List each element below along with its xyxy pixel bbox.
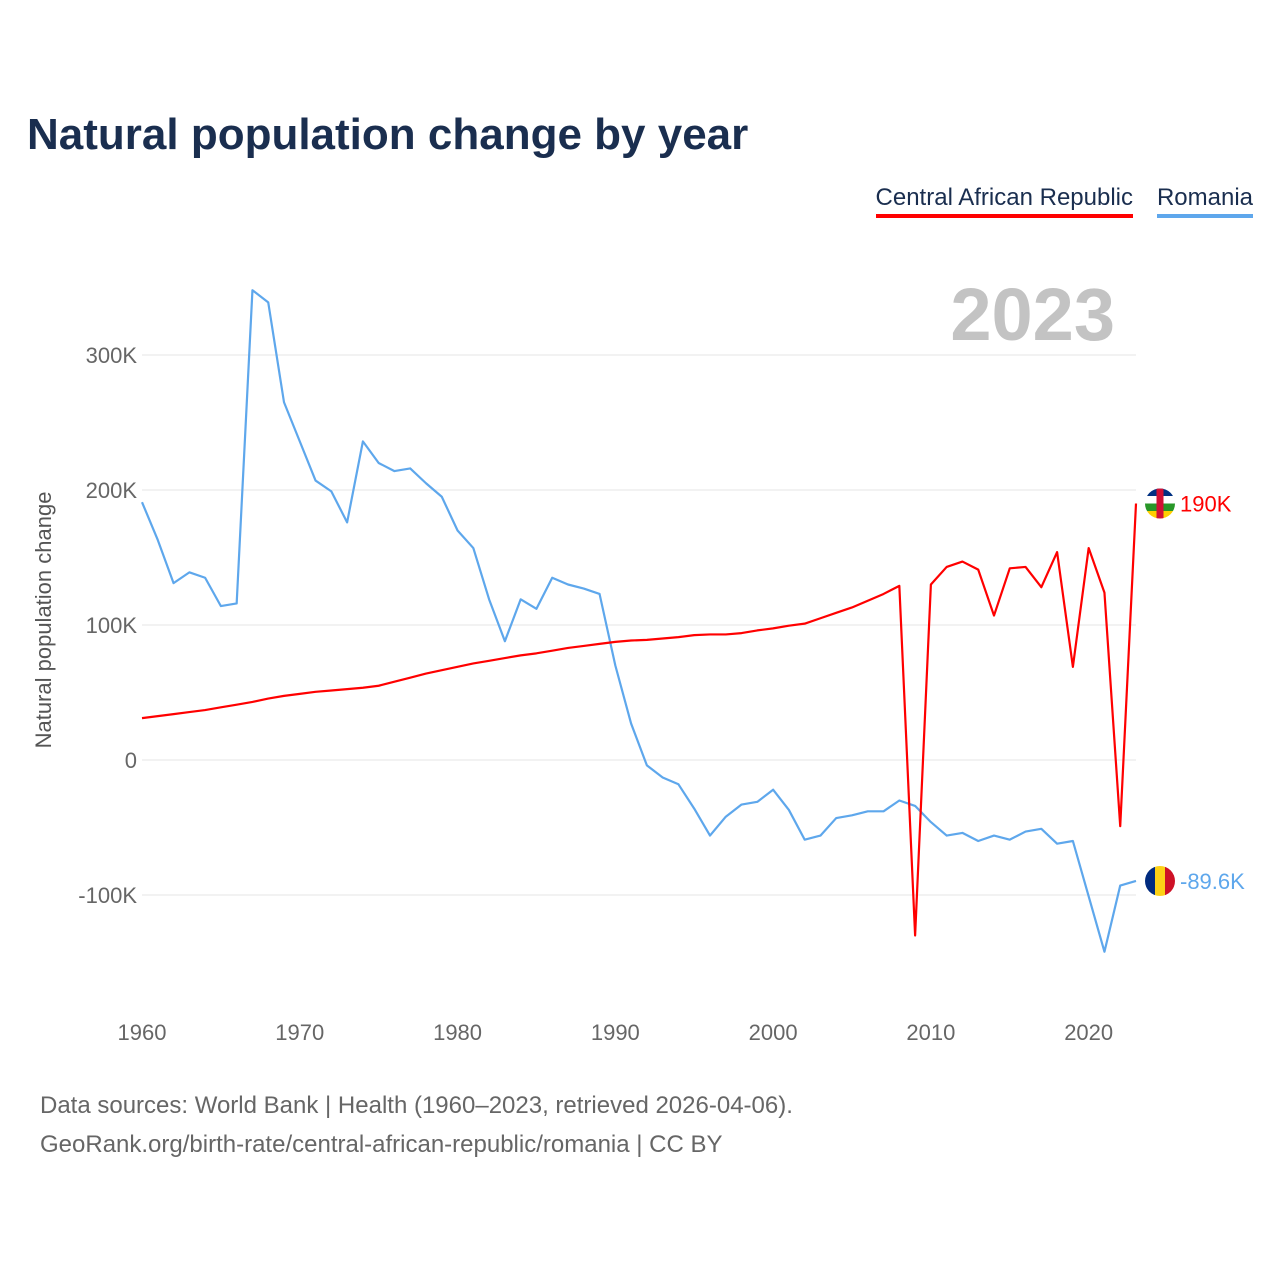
x-tick-label: 2020	[1064, 1020, 1113, 1045]
current-year-label: 2023	[950, 273, 1115, 356]
footer: Data sources: World Bank | Health (1960–…	[40, 1086, 793, 1164]
central-african-republic-flag-icon	[1145, 488, 1175, 519]
y-axis-label: Natural population change	[31, 492, 56, 749]
x-tick-label: 2000	[749, 1020, 798, 1045]
series-line-central-african-republic[interactable]	[141, 503, 1138, 937]
x-tick-label: 1980	[433, 1020, 482, 1045]
footer-link[interactable]: GeoRank.org/birth-rate/central-african-r…	[40, 1131, 723, 1158]
chart-title: Natural population change by year	[27, 110, 749, 159]
x-tick-label: 1970	[275, 1020, 324, 1045]
y-tick-label: 0	[125, 748, 137, 773]
x-tick-label: 1990	[591, 1020, 640, 1045]
legend-item-romania[interactable]: Romania	[1156, 184, 1253, 218]
end-value-label: -89.6K	[1180, 869, 1245, 894]
y-tick-label: 100K	[86, 613, 138, 638]
x-tick-label: 2010	[906, 1020, 955, 1045]
romania-flag-icon	[1145, 865, 1175, 896]
series-line-romania[interactable]	[140, 289, 1137, 953]
x-tick-label: 1960	[118, 1020, 167, 1045]
y-tick-label: -100K	[78, 883, 137, 908]
end-value-label: 190K	[1180, 492, 1232, 517]
legend-item-central-african-republic[interactable]: Central African Republic	[875, 184, 1133, 218]
y-tick-label: 200K	[86, 478, 138, 503]
footer-sources: Data sources: World Bank | Health (1960–…	[40, 1092, 793, 1119]
y-tick-label: 300K	[86, 343, 138, 368]
